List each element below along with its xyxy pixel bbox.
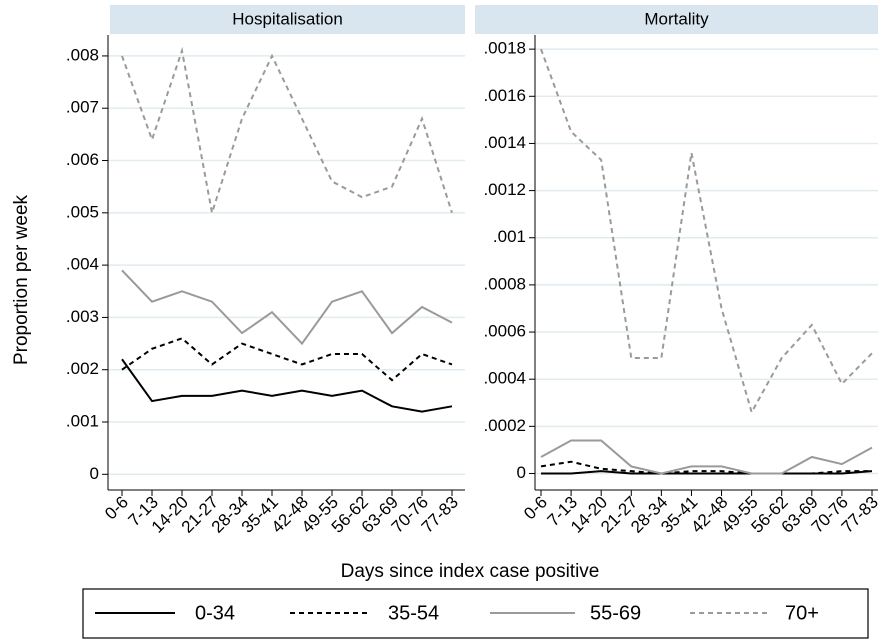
- y-tick-label: .007: [66, 98, 99, 117]
- series-line: [540, 48, 873, 415]
- y-tick-label: .002: [66, 359, 99, 378]
- series-line: [121, 269, 453, 346]
- series-line: [541, 470, 873, 475]
- legend-label: 35-54: [388, 602, 439, 624]
- y-tick-label: 0: [517, 463, 526, 482]
- x-axis-label: Days since index case positive: [341, 561, 600, 582]
- y-tick-label: .0006: [483, 322, 526, 341]
- y-tick-label: .0012: [483, 180, 526, 199]
- series-line: [540, 460, 872, 475]
- y-tick-label: .001: [493, 227, 526, 246]
- y-tick-label: .005: [66, 202, 99, 221]
- y-axis-label: Proportion per week: [11, 194, 32, 365]
- y-tick-label: .0016: [483, 86, 526, 105]
- series-line: [121, 358, 453, 413]
- panel-header: [110, 5, 465, 34]
- y-tick-label: .004: [66, 255, 99, 274]
- y-tick-label: .0018: [483, 39, 526, 58]
- y-tick-label: .0014: [483, 133, 526, 152]
- panel-title: Hospitalisation: [232, 9, 343, 28]
- panel-header: [475, 5, 878, 34]
- legend-label: 0-34: [195, 602, 235, 624]
- y-tick-label: 0: [90, 464, 99, 483]
- y-tick-label: .0008: [483, 274, 526, 293]
- y-tick-label: .006: [66, 150, 99, 169]
- y-tick-label: .003: [66, 307, 99, 326]
- series-line: [540, 439, 873, 475]
- y-tick-label: .008: [66, 45, 99, 64]
- y-tick-label: .001: [66, 411, 99, 430]
- legend-label: 70+: [785, 602, 819, 624]
- panel-title: Mortality: [644, 9, 709, 28]
- y-tick-label: .0002: [483, 416, 526, 435]
- y-tick-label: .0004: [483, 369, 526, 388]
- series-line: [121, 46, 453, 214]
- legend-label: 55-69: [590, 602, 641, 624]
- series-line: [121, 337, 453, 382]
